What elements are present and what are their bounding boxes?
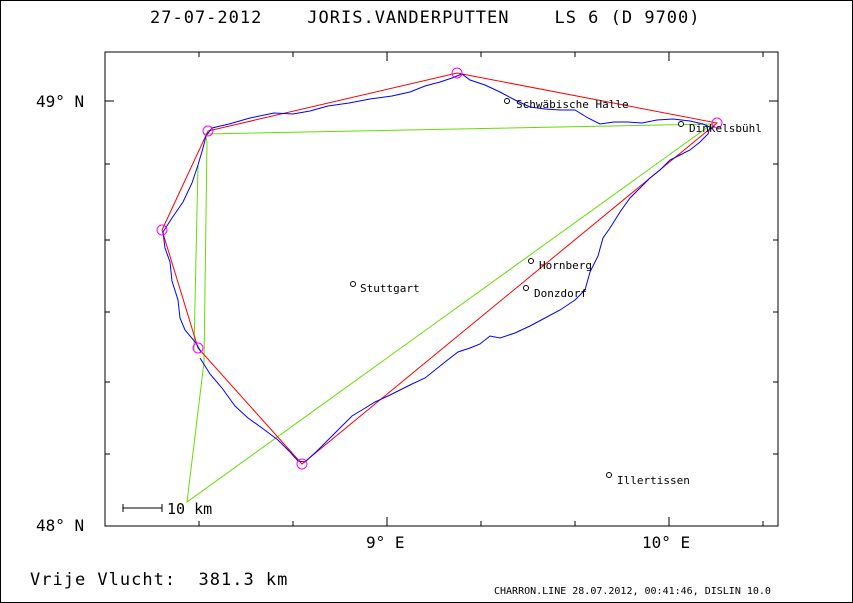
city-marker bbox=[606, 472, 612, 478]
other-lines bbox=[186, 123, 714, 504]
lat-label-48: 48° N bbox=[36, 516, 84, 535]
city-marker bbox=[523, 285, 529, 291]
turnpoint-circle bbox=[711, 117, 723, 129]
city-label-stuttgart: Stuttgart bbox=[360, 282, 420, 295]
scale-bar-label: 10 km bbox=[167, 500, 212, 518]
city-marker bbox=[678, 121, 684, 127]
turnpoint-circle bbox=[202, 125, 214, 137]
turnpoint-circle bbox=[451, 67, 463, 79]
lat-label-49: 49° N bbox=[36, 92, 84, 111]
credits-line: CHARRON.LINE 28.07.2012, 00:41:46, DISLI… bbox=[494, 586, 771, 597]
city-label-illertissen: Illertissen bbox=[617, 474, 690, 487]
page-title: 27-07-2012 JORIS.VANDERPUTTEN LS 6 (D 97… bbox=[150, 8, 701, 28]
city-markers bbox=[350, 98, 684, 478]
flight-track bbox=[162, 73, 711, 463]
city-marker bbox=[350, 281, 356, 287]
city-label-dinkelsbuhl: Dinkelsbühl bbox=[689, 122, 762, 135]
city-label-donzdorf: Donzdorf bbox=[534, 287, 587, 300]
turnpoint-circle bbox=[156, 224, 168, 236]
turnpoint-circle bbox=[192, 342, 204, 354]
city-marker bbox=[528, 258, 534, 264]
turnpoint-circle bbox=[296, 458, 308, 470]
map-box bbox=[104, 51, 779, 527]
city-label-hornberg: Hornberg bbox=[539, 259, 592, 272]
city-label-schwabische-halle: Schwäbische Halle bbox=[516, 98, 629, 111]
task-polygon bbox=[161, 72, 719, 465]
scale-bar bbox=[122, 504, 163, 512]
axis-ticks bbox=[105, 52, 778, 527]
turnpoints bbox=[156, 67, 723, 470]
flight-distance: Vrije Vlucht: 381.3 km bbox=[30, 570, 289, 590]
lon-label-9: 9° E bbox=[366, 533, 405, 552]
lon-label-10: 10° E bbox=[642, 533, 690, 552]
city-marker bbox=[504, 98, 510, 104]
